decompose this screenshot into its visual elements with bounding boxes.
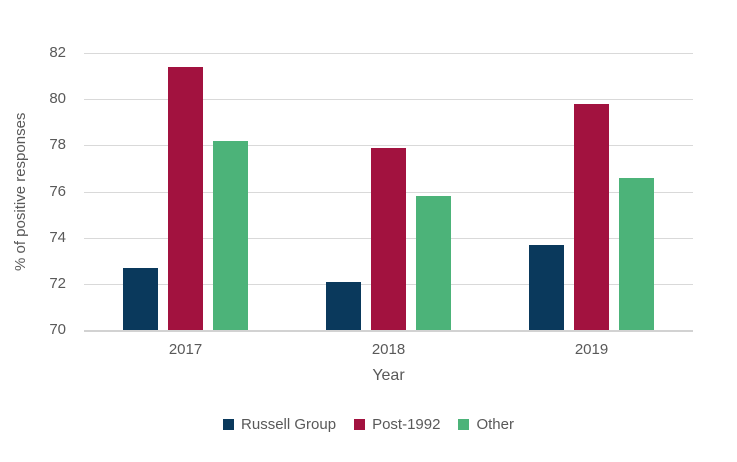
bar-post-1992-2019: [574, 103, 609, 330]
gridline-80: [84, 99, 693, 101]
y-tick-label-80: 80: [49, 90, 66, 108]
legend-item-russell-group: Russell Group: [223, 416, 336, 433]
legend-marker-other: [458, 419, 470, 430]
y-tick-label-70: 70: [49, 321, 66, 338]
legend-marker-post-1992: [354, 419, 366, 430]
legend: Russell Group Post-1992 Other: [0, 416, 737, 433]
gridline-82: [84, 53, 693, 54]
y-tick-label-82: 82: [49, 44, 66, 61]
legend-label-other: Other: [476, 416, 514, 433]
legend-label-russell-group: Russell Group: [241, 416, 337, 433]
legend-label-post-1992: Post-1992: [372, 416, 441, 433]
x-tick-label-2017: 2017: [168, 341, 203, 358]
x-tick-label-2019: 2019: [574, 341, 609, 358]
bar-russell-group-2018: [326, 281, 361, 330]
plot-area: [84, 53, 693, 332]
bar-other-2017: [213, 140, 248, 330]
legend-marker-russell-group: [223, 419, 235, 430]
x-axis-title: Year: [372, 367, 405, 384]
gridline-78: [84, 145, 693, 147]
y-tick-label-78: 78: [49, 136, 66, 154]
bar-russell-group-2017: [123, 267, 158, 330]
x-tick-label-2018: 2018: [371, 341, 406, 358]
bar-other-2018: [416, 196, 451, 330]
bar-post-1992-2018: [371, 147, 406, 330]
bar-other-2019: [619, 177, 654, 330]
bar-post-1992-2017: [168, 66, 203, 330]
legend-item-other: Other: [458, 416, 514, 433]
bar-russell-group-2019: [529, 244, 564, 330]
legend-item-post-1992: Post-1992: [354, 416, 440, 433]
y-tick-label-76: 76: [49, 182, 66, 200]
y-tick-label-74: 74: [49, 228, 66, 246]
y-tick-label-72: 72: [49, 274, 66, 292]
